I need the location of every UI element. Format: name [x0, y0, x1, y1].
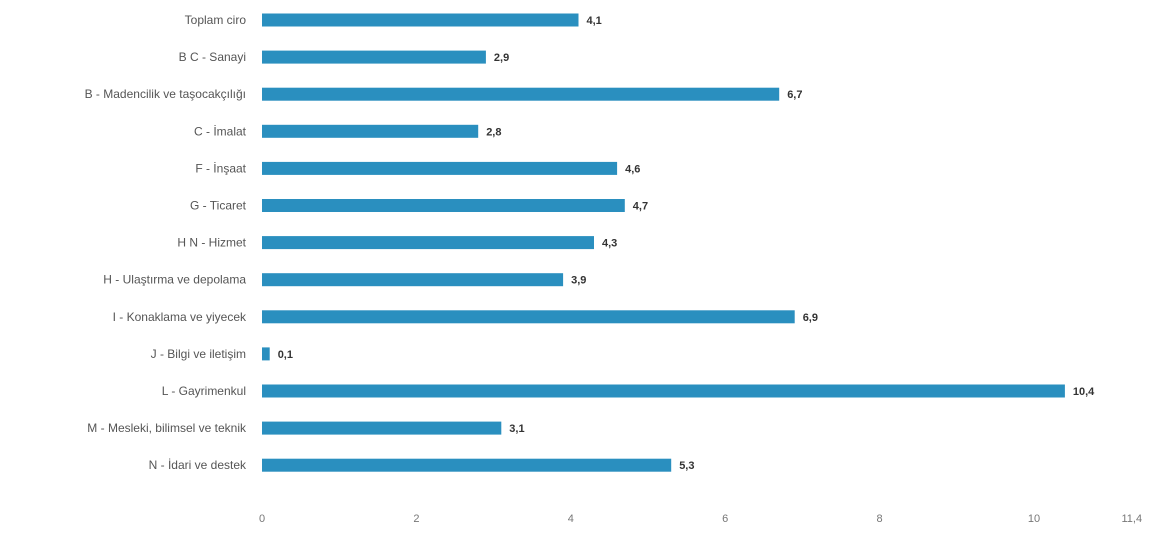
bar: [262, 273, 564, 287]
x-tick-label: 6: [722, 513, 728, 525]
value-label: 5,3: [679, 460, 694, 472]
value-label: 0,1: [278, 349, 293, 361]
category-label: L - Gayrimenkul: [162, 384, 246, 398]
value-label: 10,4: [1073, 386, 1095, 398]
bar: [262, 384, 1065, 398]
bar: [262, 87, 780, 101]
x-tick-label: 2: [413, 513, 419, 525]
category-label: J - Bilgi ve iletişim: [151, 347, 246, 361]
bar: [262, 161, 618, 175]
bar: [262, 421, 502, 435]
category-label: G - Ticaret: [190, 199, 247, 213]
category-labels-group: Toplam ciro B C - Sanayi B - Madencilik ve…: [85, 13, 247, 472]
bar: [262, 199, 625, 212]
value-label: 4,3: [602, 238, 617, 250]
value-label: 2,8: [486, 126, 501, 138]
bar: [262, 13, 579, 27]
bar: [262, 124, 479, 138]
x-axis-ticks-group: 0 2 4 6 8 10 11,4: [259, 513, 1142, 525]
category-label: B - Madencilik ve taşocakçılığı: [85, 87, 246, 101]
category-label: C - İmalat: [194, 124, 247, 138]
category-label: F - İnşaat: [195, 161, 246, 175]
bar: [262, 236, 594, 250]
category-label: B C - Sanayi: [179, 50, 246, 64]
bar: [262, 310, 795, 324]
x-tick-label: 4: [568, 513, 574, 525]
bar: [262, 50, 486, 64]
value-labels-group: 4,1 2,9 6,7 2,8 4,6 4,7 4,3 3,9 6,9 0,1 10,4 3,1 5,3: [278, 15, 1095, 472]
category-label: N - İdari ve destek: [149, 458, 247, 472]
value-label: 6,9: [803, 312, 818, 324]
x-tick-label: 0: [259, 513, 265, 525]
category-label: H N - Hizmet: [177, 236, 246, 250]
value-label: 3,9: [571, 275, 586, 287]
x-tick-label: 10: [1028, 513, 1040, 525]
x-tick-label: 8: [877, 513, 883, 525]
category-label: I - Konaklama ve yiyecek: [113, 310, 247, 324]
value-label: 3,1: [509, 423, 524, 435]
x-tick-label: 11,4: [1122, 513, 1143, 525]
bars-group: [262, 13, 1065, 472]
category-label: M - Mesleki, bilimsel ve teknik: [87, 421, 247, 435]
value-label: 4,7: [633, 201, 648, 213]
bar: [262, 347, 270, 361]
value-label: 6,7: [787, 89, 802, 101]
value-label: 4,6: [625, 163, 640, 175]
bar: [262, 458, 672, 472]
category-label: H - Ulaştırma ve depolama: [103, 273, 246, 287]
value-label: 4,1: [587, 15, 602, 27]
category-label: Toplam ciro: [185, 13, 247, 27]
value-label: 2,9: [494, 52, 509, 64]
